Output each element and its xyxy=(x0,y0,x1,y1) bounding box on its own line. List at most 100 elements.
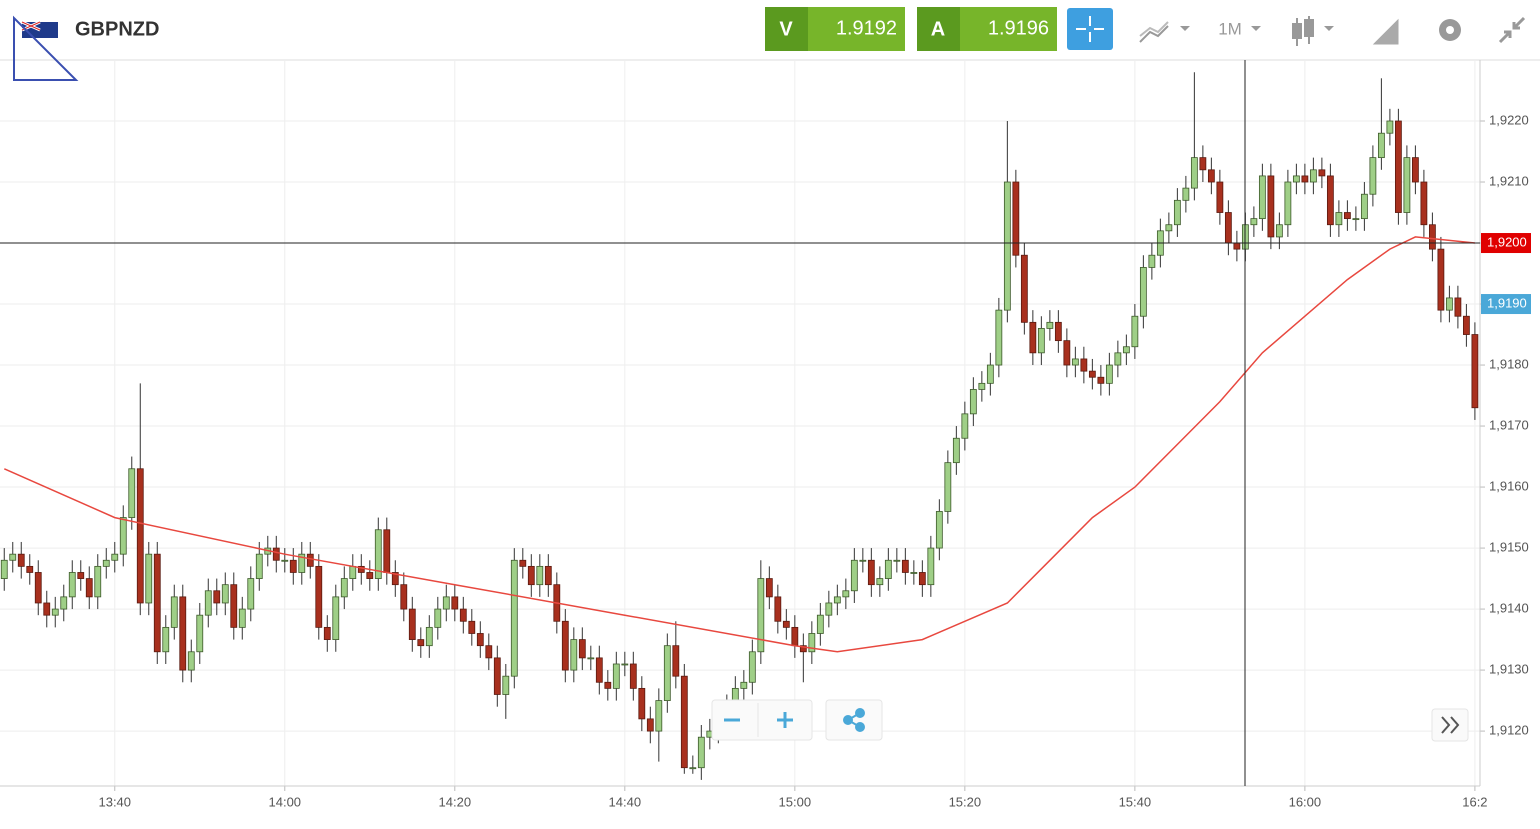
candle-body xyxy=(655,700,663,732)
candle-body xyxy=(43,602,51,616)
y-tick-label: 1,9150 xyxy=(1489,540,1529,555)
candle-body xyxy=(417,639,425,647)
candle-body xyxy=(9,553,17,561)
candle-body xyxy=(842,590,850,598)
candle-body xyxy=(774,596,782,622)
y-tick-label: 1,9130 xyxy=(1489,662,1529,677)
candle-body xyxy=(757,578,765,653)
x-tick-label: 15:40 xyxy=(1119,794,1152,809)
y-tick-label: 1,9170 xyxy=(1489,417,1529,432)
price-marker xyxy=(1481,294,1531,315)
candle-body xyxy=(1233,242,1241,250)
settings-button[interactable] xyxy=(1439,19,1461,41)
chart-type-button[interactable] xyxy=(1139,21,1190,43)
sell-price[interactable]: 1.9192 xyxy=(836,17,897,39)
candle-body xyxy=(1207,169,1215,183)
candle-body xyxy=(145,553,153,604)
candle-body xyxy=(969,389,977,415)
candle-body xyxy=(527,565,535,586)
y-tick-label: 1,9160 xyxy=(1489,478,1529,493)
buy-button[interactable]: A 1.9196 xyxy=(917,7,1057,51)
candle-body xyxy=(1301,175,1309,183)
candle-body xyxy=(1326,175,1334,226)
candle-body xyxy=(1054,321,1062,342)
candle-body xyxy=(697,736,705,769)
candle-body xyxy=(825,602,833,616)
candle-body xyxy=(0,559,8,579)
x-tick-label: 13:40 xyxy=(98,794,131,809)
timeframe-caret[interactable] xyxy=(1251,26,1261,31)
candle-body xyxy=(740,681,748,689)
candle-body xyxy=(85,578,93,598)
candle-body xyxy=(1071,358,1079,366)
x-tick-label: 15:20 xyxy=(949,794,982,809)
candle-body xyxy=(952,437,960,464)
x-tick-label: 16:2 xyxy=(1462,794,1487,809)
draw-button[interactable] xyxy=(1372,18,1399,45)
buy-price[interactable]: 1.9196 xyxy=(988,17,1049,39)
candle-body xyxy=(612,663,620,689)
candle-body xyxy=(578,639,586,659)
candle-body xyxy=(1462,315,1470,335)
candle-body xyxy=(1309,169,1317,183)
buy-label[interactable]: A xyxy=(931,18,945,40)
candle-body xyxy=(1284,181,1292,226)
candle-body xyxy=(196,614,204,653)
candle-body xyxy=(1199,157,1207,171)
candle-body xyxy=(1037,328,1045,354)
y-tick-label: 1,9180 xyxy=(1489,356,1529,371)
candle-body xyxy=(1105,364,1113,384)
candle-body xyxy=(442,596,450,610)
candle-body xyxy=(1063,340,1071,366)
candle-body xyxy=(782,620,790,628)
candle-body xyxy=(153,553,161,653)
candle-body xyxy=(315,565,323,628)
candle-body xyxy=(213,590,221,604)
candle-body xyxy=(60,596,68,610)
candle-body xyxy=(306,553,314,567)
candle-body xyxy=(476,633,484,647)
candle-body xyxy=(281,559,289,562)
x-tick-label: 14:20 xyxy=(439,794,472,809)
candle-body xyxy=(587,657,595,660)
candle-body xyxy=(34,572,42,604)
zoom-in-button[interactable] xyxy=(777,712,793,728)
price-marker-label: 1,9190 xyxy=(1487,295,1527,310)
candle-body xyxy=(136,468,144,604)
y-tick-label: 1,9210 xyxy=(1489,173,1529,188)
candle-body xyxy=(400,584,408,610)
sell-label[interactable]: V xyxy=(779,18,793,40)
candle-style-button[interactable] xyxy=(1292,16,1334,46)
timeframe[interactable]: 1M xyxy=(1218,19,1242,38)
candle-body xyxy=(238,608,246,628)
candle-body xyxy=(595,657,603,683)
symbol: GBPNZD xyxy=(75,18,159,40)
candle-body xyxy=(1318,169,1326,177)
moving-average-line xyxy=(3,236,1475,653)
candle-body xyxy=(340,578,348,598)
candle-body xyxy=(451,596,459,610)
candle-body xyxy=(1377,132,1385,159)
minimize-button[interactable] xyxy=(1498,16,1526,44)
share-button[interactable] xyxy=(843,708,865,732)
candle-body xyxy=(383,529,391,573)
candle-body xyxy=(927,547,935,586)
sell-button[interactable]: V 1.9192 xyxy=(765,7,905,51)
candle-body xyxy=(298,553,306,573)
candle-body xyxy=(1386,120,1394,134)
candle-body xyxy=(1258,175,1266,220)
candle-body xyxy=(1394,120,1402,213)
candle-body xyxy=(646,718,654,732)
candle-body xyxy=(102,559,110,567)
scroll-right-button[interactable] xyxy=(1441,716,1460,734)
candle-body xyxy=(850,559,858,592)
candle-body xyxy=(468,620,476,634)
crosshair-button[interactable] xyxy=(1067,8,1113,50)
candle-body xyxy=(935,511,943,549)
x-tick-label: 14:40 xyxy=(609,794,642,809)
candle-body xyxy=(1420,181,1428,226)
x-tick-label: 15:00 xyxy=(779,794,812,809)
candle-body xyxy=(689,767,697,770)
candle-body xyxy=(247,578,255,610)
